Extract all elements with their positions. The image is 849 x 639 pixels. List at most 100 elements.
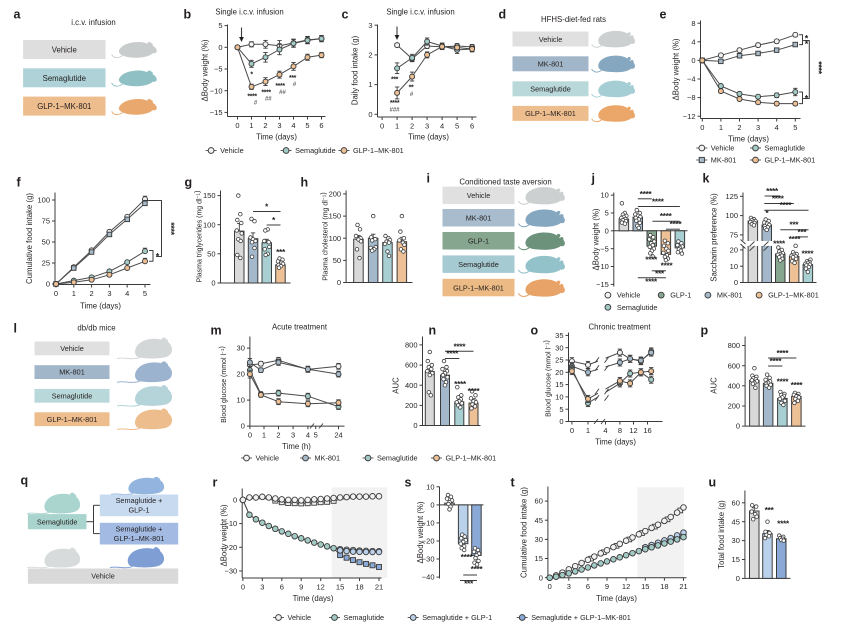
svg-text:GLP-1: GLP-1	[670, 291, 691, 300]
svg-text:Semaglutide: Semaglutide	[377, 454, 418, 463]
svg-text:n: n	[429, 324, 437, 338]
svg-text:Cumulative food intake (g): Cumulative food intake (g)	[520, 487, 529, 578]
svg-text:Semaglutide: Semaglutide	[43, 74, 86, 83]
svg-text:45: 45	[535, 516, 543, 525]
svg-text:30: 30	[237, 344, 245, 353]
svg-text:****: ****	[454, 379, 467, 389]
svg-text:f: f	[17, 176, 22, 190]
svg-text:ΔBody weight (%): ΔBody weight (%)	[416, 501, 425, 563]
svg-text:Semaglutide: Semaglutide	[52, 391, 93, 400]
svg-text:GLP-1–MK-801: GLP-1–MK-801	[114, 534, 165, 543]
svg-text:5: 5	[793, 123, 797, 132]
svg-text:3: 3	[107, 289, 111, 298]
svg-text:GLP-1–MK-801: GLP-1–MK-801	[453, 283, 504, 292]
svg-text:0: 0	[539, 573, 543, 582]
svg-text:50: 50	[42, 238, 50, 247]
svg-text:15: 15	[555, 380, 563, 389]
svg-text:*: *	[805, 34, 809, 44]
svg-text:MK-801: MK-801	[466, 214, 492, 223]
svg-text:****: ****	[776, 348, 789, 358]
svg-text:−4: −4	[687, 75, 696, 84]
svg-text:Time (h): Time (h)	[282, 442, 311, 451]
svg-text:Time (days): Time (days)	[293, 594, 334, 603]
svg-text:3: 3	[756, 123, 760, 132]
svg-text:Vehicle: Vehicle	[617, 291, 641, 300]
svg-text:−10: −10	[224, 519, 237, 528]
svg-text:a: a	[14, 8, 22, 22]
svg-text:****: ****	[652, 196, 665, 206]
svg-text:6: 6	[319, 121, 323, 130]
svg-text:−8: −8	[687, 93, 696, 102]
svg-text:#: #	[410, 92, 414, 98]
svg-text:*: *	[805, 94, 809, 104]
svg-text:Vehicle: Vehicle	[220, 146, 244, 155]
svg-text:24: 24	[334, 431, 342, 440]
svg-text:10: 10	[426, 482, 434, 491]
svg-text:5: 5	[143, 289, 147, 298]
svg-text:75: 75	[730, 231, 738, 240]
svg-text:0: 0	[241, 422, 245, 431]
svg-text:400: 400	[405, 381, 418, 390]
svg-text:400: 400	[728, 381, 741, 390]
svg-text:****: ****	[468, 386, 481, 396]
svg-text:MK-801: MK-801	[538, 60, 564, 69]
svg-text:###: ###	[389, 108, 400, 114]
svg-text:Semaglutide + GLP-1–MK-801: Semaglutide + GLP-1–MK-801	[531, 613, 631, 622]
svg-text:Time (days): Time (days)	[596, 594, 637, 603]
svg-text:##: ##	[265, 97, 272, 103]
svg-text:4: 4	[691, 37, 695, 46]
svg-text:8: 8	[691, 19, 695, 28]
svg-text:0: 0	[548, 582, 552, 591]
svg-text:0: 0	[46, 280, 50, 289]
svg-text:15: 15	[336, 583, 344, 592]
svg-text:MK-801: MK-801	[711, 156, 737, 165]
svg-text:−10: −10	[596, 262, 609, 271]
svg-text:800: 800	[728, 341, 741, 350]
svg-text:2: 2	[90, 289, 94, 298]
svg-text:Vehicle: Vehicle	[60, 344, 84, 353]
svg-text:6: 6	[586, 582, 590, 591]
svg-text:Vehicle: Vehicle	[52, 46, 77, 55]
svg-text:Semaglutide: Semaglutide	[530, 85, 571, 94]
svg-text:****: ****	[247, 94, 257, 101]
svg-text:****: ****	[661, 261, 674, 271]
svg-text:1: 1	[395, 122, 399, 131]
svg-text:1: 1	[72, 289, 76, 298]
svg-text:***: ***	[789, 220, 799, 230]
svg-text:125: 125	[725, 192, 738, 201]
svg-text:***: ***	[289, 75, 297, 82]
svg-text:0: 0	[233, 496, 237, 505]
svg-text:9: 9	[605, 582, 609, 591]
svg-text:Vehicle: Vehicle	[288, 613, 312, 622]
svg-text:GLP-1–MK-801: GLP-1–MK-801	[353, 146, 404, 155]
svg-text:i: i	[427, 172, 430, 186]
svg-text:20: 20	[555, 368, 563, 377]
svg-text:−40: −40	[422, 573, 435, 582]
svg-text:Semaglutide: Semaglutide	[458, 260, 499, 269]
svg-text:4: 4	[603, 426, 607, 435]
svg-text:o: o	[531, 324, 539, 338]
svg-text:****: ****	[390, 100, 400, 107]
svg-text:0: 0	[430, 501, 434, 510]
svg-text:u: u	[709, 476, 717, 490]
svg-text:0: 0	[734, 278, 738, 287]
svg-text:8: 8	[618, 426, 622, 435]
svg-text:4: 4	[440, 122, 444, 131]
svg-text:75: 75	[42, 217, 50, 226]
svg-text:3: 3	[277, 121, 281, 130]
svg-text:Vehicle: Vehicle	[711, 144, 735, 153]
svg-text:j: j	[591, 172, 595, 186]
svg-text:Blood glucose (mmol l−1): Blood glucose (mmol l−1)	[543, 340, 552, 417]
svg-text:*: *	[265, 202, 269, 212]
svg-text:****: ****	[645, 255, 658, 265]
svg-text:60: 60	[732, 498, 740, 507]
svg-text:GLP-1–MK-801: GLP-1–MK-801	[765, 156, 816, 165]
svg-text:1: 1	[719, 123, 723, 132]
svg-text:****: ****	[814, 61, 824, 74]
svg-text:0: 0	[211, 279, 215, 288]
svg-text:Semaglutide: Semaglutide	[344, 613, 385, 622]
svg-text:150: 150	[329, 212, 342, 221]
svg-text:GLP-1: GLP-1	[468, 237, 489, 246]
svg-text:12: 12	[622, 582, 630, 591]
svg-text:****: ****	[789, 234, 802, 244]
